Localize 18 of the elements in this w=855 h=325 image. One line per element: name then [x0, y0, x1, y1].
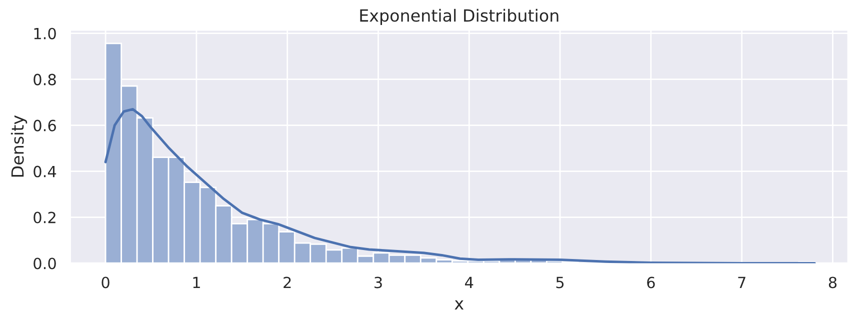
x-tick-label: 2 — [284, 276, 291, 288]
x-tick-label: 1 — [193, 276, 200, 288]
x-tick-label: 0 — [102, 276, 110, 288]
y-tick-label: 0.0 — [34, 258, 56, 270]
x-tick-label: 3 — [374, 276, 382, 288]
x-axis-title: x — [454, 300, 464, 310]
x-tick-label: 4 — [465, 276, 474, 288]
y-tick-label: 0.6 — [34, 120, 56, 132]
y-tick-label: 0.2 — [34, 212, 56, 224]
y-tick-label: 0.8 — [34, 74, 56, 86]
x-tick-label: 5 — [556, 276, 564, 288]
chart-title: Exponential Distribution — [360, 8, 558, 26]
x-tick-label: 8 — [828, 276, 837, 288]
y-tick-label: 1.0 — [34, 28, 56, 40]
x-tick-label: 6 — [647, 276, 655, 288]
y-axis-title: Density — [10, 115, 28, 177]
x-tick-label: 7 — [738, 276, 746, 288]
y-tick-label: 0.4 — [34, 166, 56, 178]
